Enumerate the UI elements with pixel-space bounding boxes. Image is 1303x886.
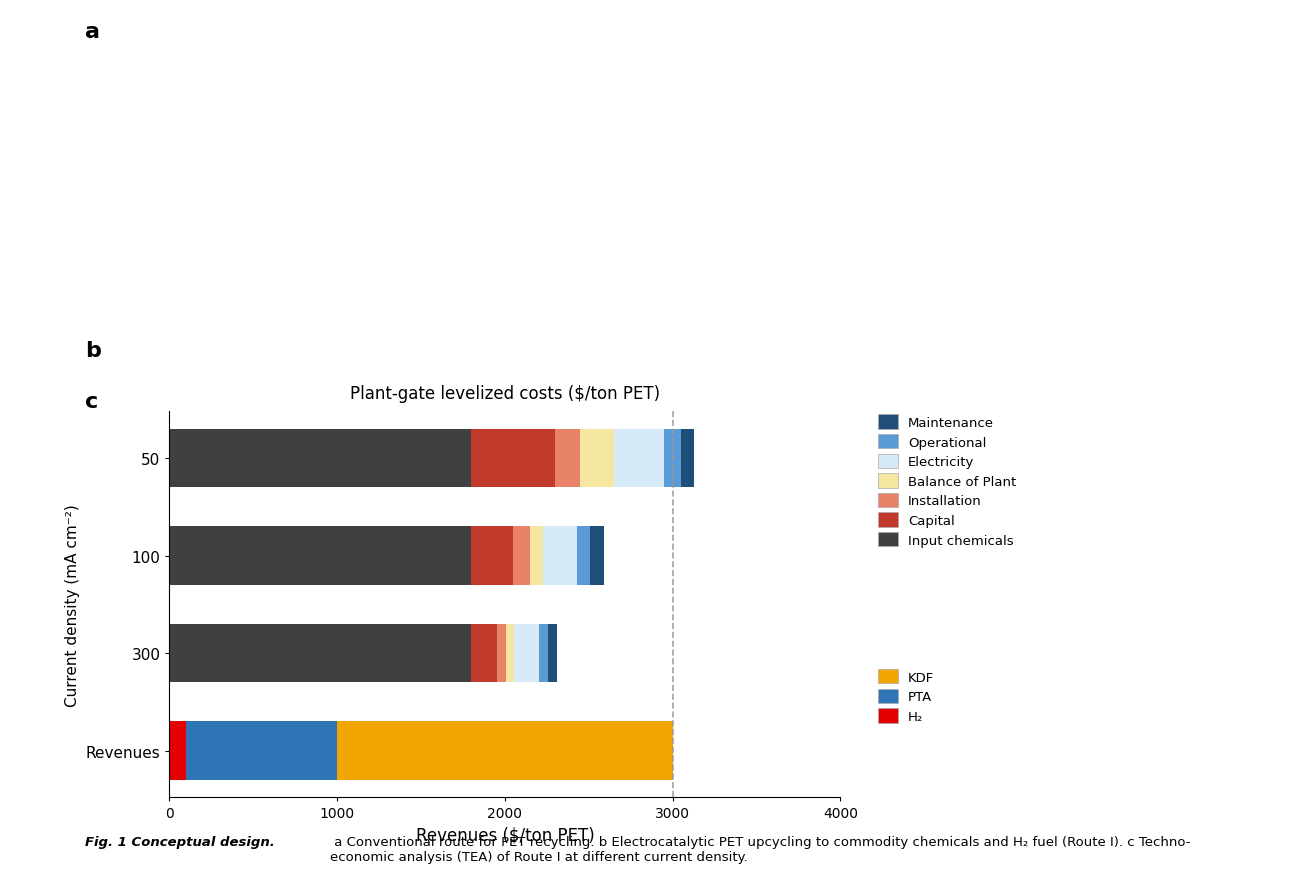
Bar: [543, 527, 577, 586]
Bar: [681, 430, 694, 488]
Bar: [590, 527, 603, 586]
Bar: [506, 624, 515, 682]
X-axis label: Revenues ($/ton PET): Revenues ($/ton PET): [416, 826, 594, 844]
Bar: [530, 527, 543, 586]
Bar: [496, 624, 506, 682]
Text: b: b: [85, 341, 100, 361]
Text: c: c: [85, 392, 98, 412]
Bar: [169, 430, 472, 488]
Bar: [472, 430, 555, 488]
Bar: [580, 430, 614, 488]
Bar: [665, 430, 681, 488]
Bar: [472, 527, 513, 586]
Bar: [515, 624, 539, 682]
Bar: [169, 624, 472, 682]
Text: a: a: [85, 22, 100, 43]
Bar: [614, 430, 665, 488]
Text: Fig. 1 Conceptual design.: Fig. 1 Conceptual design.: [85, 835, 275, 848]
Bar: [555, 430, 580, 488]
Bar: [547, 624, 556, 682]
Bar: [472, 624, 496, 682]
Legend: KDF, PTA, H₂: KDF, PTA, H₂: [874, 665, 938, 727]
Bar: [539, 624, 547, 682]
Bar: [337, 721, 672, 780]
Bar: [186, 721, 337, 780]
Bar: [169, 527, 472, 586]
Bar: [169, 721, 186, 780]
Bar: [513, 527, 530, 586]
Y-axis label: Current density (mA cm⁻²): Current density (mA cm⁻²): [65, 503, 79, 706]
Text: a Conventional route for PET recycling. b Electrocatalytic PET upcycling to comm: a Conventional route for PET recycling. …: [330, 835, 1190, 863]
Bar: [577, 527, 590, 586]
Title: Plant-gate levelized costs ($/ton PET): Plant-gate levelized costs ($/ton PET): [349, 385, 661, 402]
